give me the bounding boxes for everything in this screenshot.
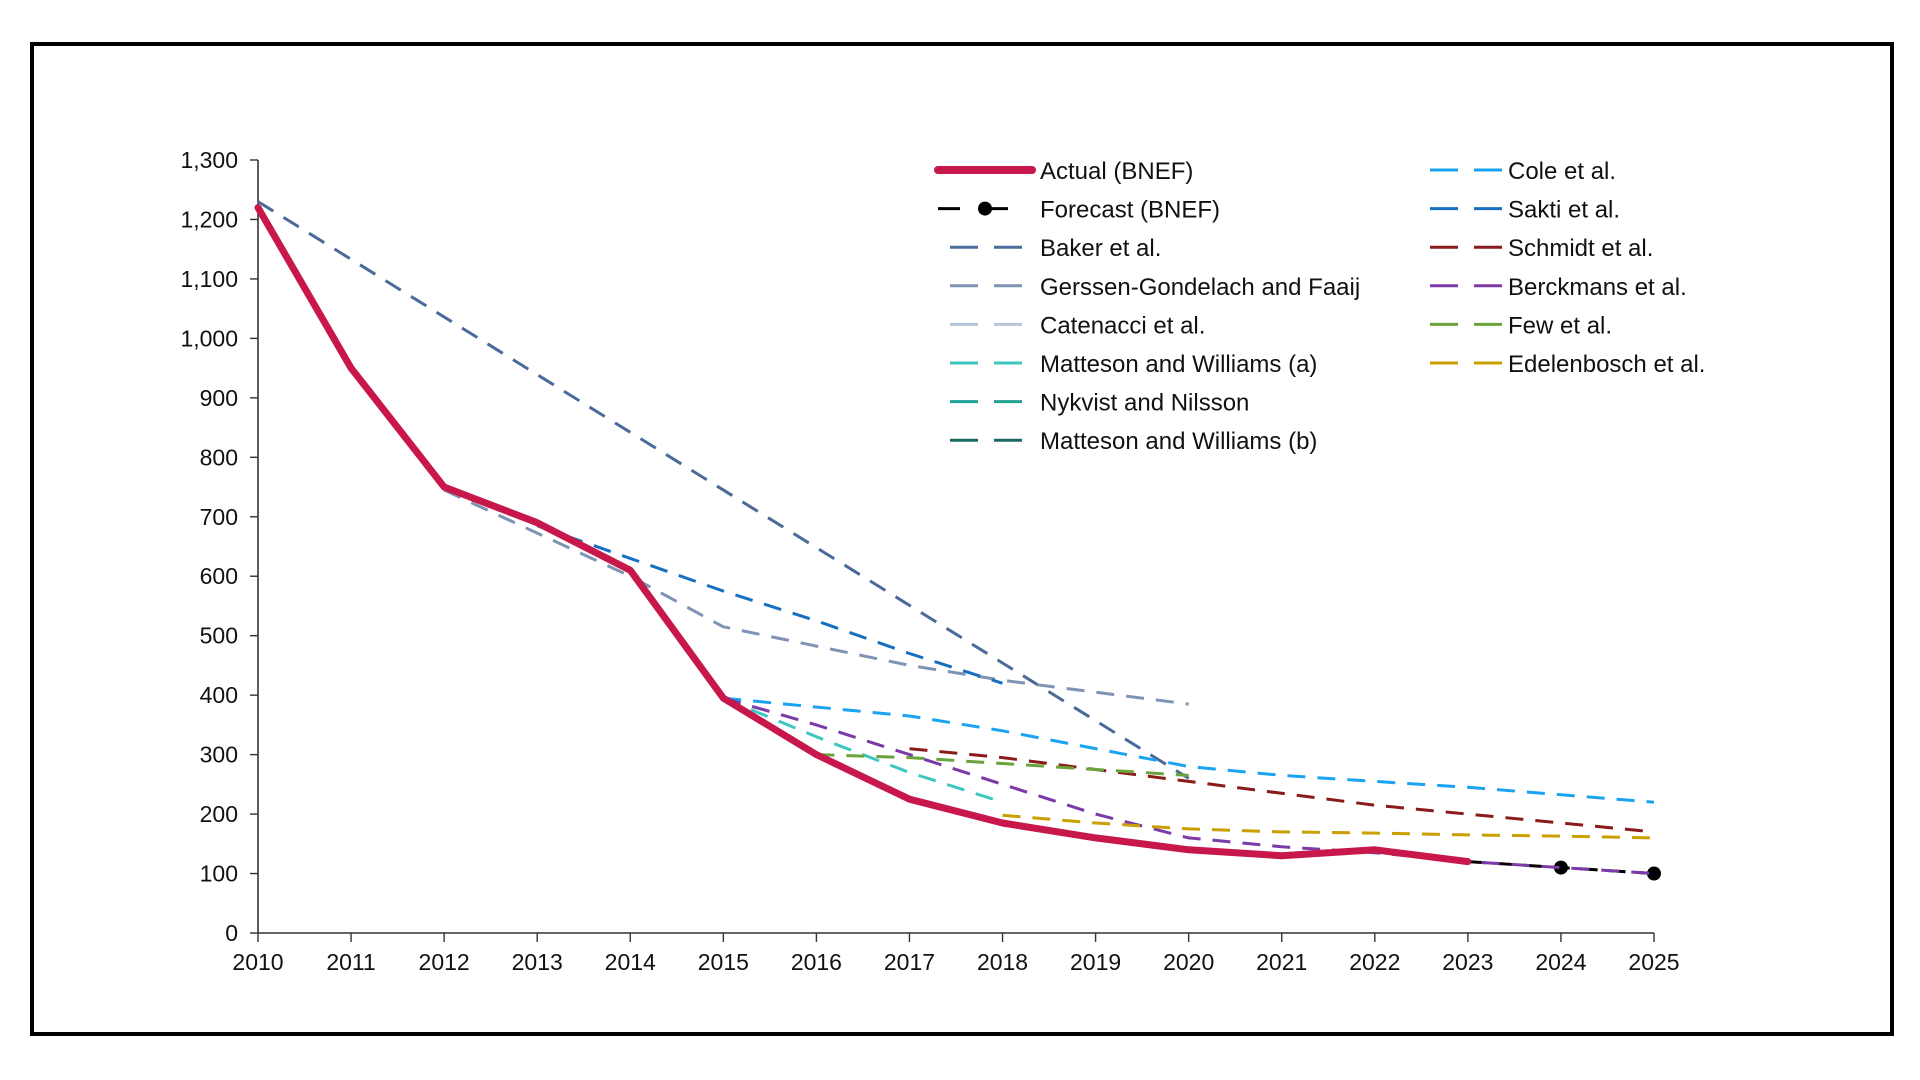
series-line-actual-bnef xyxy=(254,204,1472,866)
y-tick-label: 300 xyxy=(200,742,238,768)
y-tick-label: 900 xyxy=(200,385,238,411)
x-tick-label: 2012 xyxy=(419,949,470,975)
legend-label-catenacci-et-al: Catenacci et al. xyxy=(1040,312,1205,339)
legend-label-actual-bnef: Actual (BNEF) xyxy=(1040,158,1193,185)
x-tick-label: 2016 xyxy=(791,949,842,975)
y-tick-label: 700 xyxy=(200,504,238,530)
x-tick-label: 2022 xyxy=(1349,949,1400,975)
series-line-sakti-et-al xyxy=(536,524,1003,685)
x-tick-label: 2019 xyxy=(1070,949,1121,975)
y-tick-label: 1,000 xyxy=(180,325,238,351)
legend-label-baker-et-al: Baker et al. xyxy=(1040,235,1161,262)
y-tick-label: 100 xyxy=(200,861,238,887)
chart-frame: 0 100 200 300 400 500 600 700 800 900 1,000 1,100 1,… xyxy=(30,42,1894,1036)
legend-label-edelenbosch-et-al: Edelenbosch et al. xyxy=(1508,351,1705,378)
legend-label-forecast-bnef: Forecast (BNEF) xyxy=(1040,197,1220,224)
y-tick-label: 400 xyxy=(200,682,238,708)
series-line-baker-et-al xyxy=(257,200,1190,780)
x-tick-label: 2014 xyxy=(605,949,656,975)
x-tick-label: 2024 xyxy=(1535,949,1586,975)
series-line-gerssen-gondelach-and-faaij xyxy=(443,488,1189,706)
legend-label-sakti-et-al: Sakti et al. xyxy=(1508,197,1620,224)
series-line-few-et-al xyxy=(816,753,1189,777)
legend-label-matteson-and-williams-a: Matteson and Williams (a) xyxy=(1040,351,1317,378)
legend-label-berckmans-et-al: Berckmans et al. xyxy=(1508,274,1687,301)
line-chart: 0 100 200 300 400 500 600 700 800 900 1,000 1,100 1,… xyxy=(180,147,1705,975)
legend-marker-forecast-bnef xyxy=(978,201,992,216)
y-tick-label: 200 xyxy=(200,801,238,827)
x-tick-label: 2018 xyxy=(977,949,1028,975)
x-tick-label: 2013 xyxy=(512,949,563,975)
y-tick-label: 500 xyxy=(200,623,238,649)
legend-label-few-et-al: Few et al. xyxy=(1508,312,1612,339)
series-line-cole-et-al xyxy=(723,696,1655,804)
legend-label-schmidt-et-al: Schmidt et al. xyxy=(1508,235,1653,262)
x-tick-label: 2023 xyxy=(1442,949,1493,975)
y-tick-label: 1,100 xyxy=(180,266,238,292)
x-tick-label: 2011 xyxy=(326,949,375,975)
x-tick-label: 2021 xyxy=(1256,949,1307,975)
y-tick-label: 1,300 xyxy=(180,147,238,173)
y-tick-label: 600 xyxy=(200,563,238,589)
legend-label-nykvist-and-nilsson: Nykvist and Nilsson xyxy=(1040,390,1249,417)
series-line-matteson-and-williams-a xyxy=(722,696,1003,804)
x-tick-label: 2015 xyxy=(698,949,749,975)
x-tick-label: 2010 xyxy=(232,949,283,975)
series-line-schmidt-et-al xyxy=(909,747,1655,834)
legend-label-matteson-and-williams-b: Matteson and Williams (b) xyxy=(1040,428,1317,455)
x-tick-label: 2020 xyxy=(1163,949,1214,975)
y-tick-label: 1,200 xyxy=(180,206,238,232)
series-line-edelenbosch-et-al xyxy=(1002,813,1655,840)
legend-label-gerssen-gondelach-and-faaij: Gerssen-Gondelach and Faaij xyxy=(1040,274,1360,301)
x-tick-label: 2025 xyxy=(1628,949,1679,975)
y-tick-label: 800 xyxy=(200,444,238,470)
x-tick-label: 2017 xyxy=(884,949,935,975)
forecast-marker-2024 xyxy=(1553,860,1568,875)
forecast-marker-2025 xyxy=(1647,866,1661,881)
legend-label-cole-et-al: Cole et al. xyxy=(1508,158,1616,185)
series-line-berckmans-et-al xyxy=(722,696,1655,875)
y-tick-label: 0 xyxy=(225,920,238,946)
